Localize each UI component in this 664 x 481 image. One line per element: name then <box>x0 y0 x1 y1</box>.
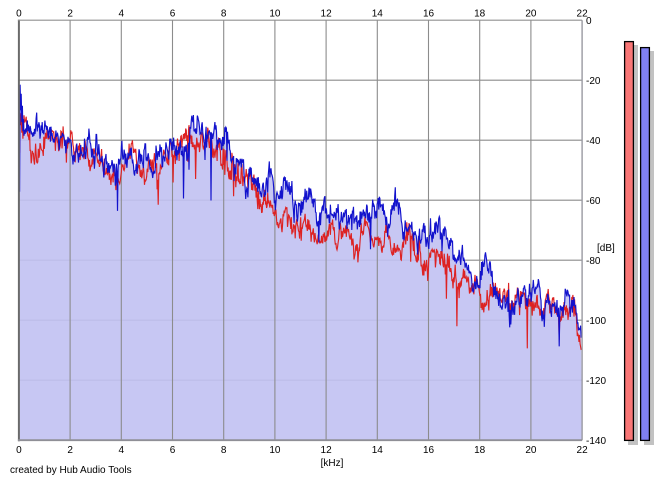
svg-text:-120: -120 <box>586 376 606 387</box>
svg-text:0: 0 <box>586 16 592 27</box>
svg-text:12: 12 <box>321 445 333 456</box>
svg-text:4: 4 <box>119 9 125 20</box>
svg-text:0: 0 <box>16 445 22 456</box>
svg-text:16: 16 <box>423 445 435 456</box>
svg-text:22: 22 <box>577 9 589 20</box>
svg-text:[kHz]: [kHz] <box>321 458 344 469</box>
svg-text:20: 20 <box>525 9 537 20</box>
svg-text:10: 10 <box>269 9 281 20</box>
svg-text:2: 2 <box>67 9 73 20</box>
svg-text:8: 8 <box>221 9 227 20</box>
svg-text:[dB]: [dB] <box>597 243 615 254</box>
svg-text:-40: -40 <box>586 136 601 147</box>
svg-text:4: 4 <box>119 445 125 456</box>
svg-text:16: 16 <box>423 9 435 20</box>
svg-text:18: 18 <box>474 9 486 20</box>
svg-text:-100: -100 <box>586 316 606 327</box>
svg-text:14: 14 <box>372 445 384 456</box>
svg-text:18: 18 <box>474 445 486 456</box>
svg-text:-80: -80 <box>586 256 601 267</box>
svg-text:2: 2 <box>67 445 73 456</box>
svg-text:6: 6 <box>170 9 176 20</box>
svg-text:10: 10 <box>269 445 281 456</box>
svg-text:20: 20 <box>525 445 537 456</box>
svg-text:22: 22 <box>577 445 589 456</box>
svg-text:-60: -60 <box>586 196 601 207</box>
svg-text:0: 0 <box>16 9 22 20</box>
svg-text:6: 6 <box>170 445 176 456</box>
svg-text:14: 14 <box>372 9 384 20</box>
svg-text:created by Hub Audio Tools: created by Hub Audio Tools <box>10 465 132 476</box>
svg-text:-140: -140 <box>586 436 606 447</box>
svg-text:-20: -20 <box>586 76 601 87</box>
svg-text:8: 8 <box>221 445 227 456</box>
svg-text:12: 12 <box>321 9 333 20</box>
